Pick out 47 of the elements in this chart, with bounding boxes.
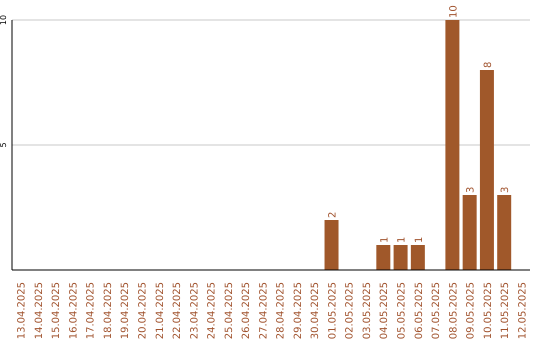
x-tick-label: 23.04.2025 — [189, 282, 200, 340]
x-tick-label: 15.04.2025 — [51, 282, 62, 340]
x-tick-label: 10.05.2025 — [482, 282, 494, 340]
x-tick-label: 05.05.2025 — [396, 282, 408, 340]
x-tick-label: 17.04.2025 — [86, 282, 97, 340]
x-tick-label: 22.04.2025 — [172, 282, 184, 340]
x-tick-label: 14.04.2025 — [34, 282, 45, 340]
x-tick-label: 19.04.2025 — [120, 282, 132, 340]
x-tick-label: 07.05.2025 — [431, 282, 442, 340]
x-tick-label: 03.05.2025 — [362, 282, 373, 340]
x-tick-label: 11.05.2025 — [500, 282, 512, 340]
bar — [445, 20, 460, 270]
x-tick-label: 09.05.2025 — [466, 282, 477, 340]
x-tick-label: 29.04.2025 — [292, 282, 304, 340]
data-label: 10 — [448, 5, 460, 18]
data-label: 2 — [328, 212, 339, 218]
x-tick-label: 08.05.2025 — [448, 282, 460, 340]
data-label: 8 — [482, 62, 494, 68]
data-label: 3 — [466, 186, 477, 193]
x-tick-label: 27.04.2025 — [258, 282, 270, 340]
bar — [462, 195, 477, 270]
bar — [480, 70, 494, 270]
x-tick-label: 12.05.2025 — [517, 282, 528, 340]
x-tick-label: 13.04.2025 — [16, 282, 28, 340]
bar — [410, 245, 425, 270]
x-tick-label: 21.04.2025 — [154, 282, 166, 340]
x-tick-label: 26.04.2025 — [241, 282, 252, 340]
x-tick-label: 24.04.2025 — [206, 282, 218, 340]
x-tick-label: 30.04.2025 — [310, 282, 322, 340]
data-label: 3 — [500, 186, 512, 193]
x-tick-label: 16.04.2025 — [68, 282, 80, 340]
x-tick-label: 25.04.2025 — [224, 282, 235, 340]
x-tick-label: 28.04.2025 — [276, 282, 287, 340]
x-tick-label: 20.04.2025 — [138, 282, 148, 340]
x-tick-label: 01.05.2025 — [327, 282, 338, 340]
x-tick-label: 04.05.2025 — [379, 282, 390, 340]
bar — [497, 195, 512, 270]
y-tick-label: 5 — [0, 142, 8, 148]
x-tick-label: 18.04.2025 — [102, 282, 114, 340]
x-tick-label: 02.05.2025 — [344, 282, 356, 340]
data-label: 1 — [379, 236, 390, 243]
bar — [324, 220, 339, 270]
data-label: 1 — [396, 236, 408, 243]
bar — [394, 245, 408, 270]
bar — [376, 245, 390, 270]
x-tick-label: 06.05.2025 — [414, 282, 425, 340]
data-label: 1 — [414, 236, 425, 243]
